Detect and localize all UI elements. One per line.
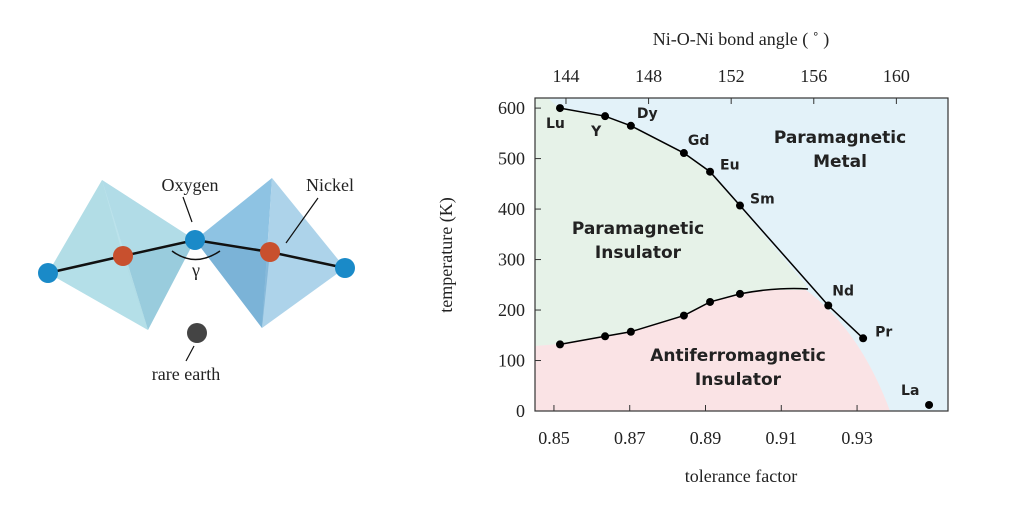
arrow bbox=[185, 345, 195, 362]
angle-arc bbox=[171, 250, 221, 261]
data-point bbox=[601, 112, 610, 121]
data-point bbox=[735, 201, 744, 210]
octahedron-face bbox=[48, 256, 148, 330]
oxygen-atom bbox=[185, 230, 205, 250]
y-tick-label: 600 bbox=[498, 98, 525, 118]
rare-earth-atom bbox=[187, 323, 207, 343]
x-axis-label: tolerance factor bbox=[685, 466, 797, 486]
data-point bbox=[601, 332, 610, 341]
x2-tick-label: 152 bbox=[718, 66, 745, 86]
region-label: Insulator bbox=[695, 370, 782, 390]
arrow bbox=[285, 197, 319, 244]
phase-regions bbox=[535, 98, 948, 411]
point-label: Eu bbox=[720, 158, 740, 174]
point-label: Pr bbox=[875, 324, 892, 340]
x-tick-label: 0.91 bbox=[766, 428, 798, 448]
label: Oxygen bbox=[162, 175, 219, 195]
structure-diagram: Oxygen Nickel γ rare earth bbox=[38, 175, 355, 384]
nickel-atom bbox=[260, 242, 280, 262]
x-tick-label: 0.87 bbox=[614, 428, 646, 448]
octahedron-face bbox=[102, 180, 195, 256]
x2-tick-label: 148 bbox=[635, 66, 662, 86]
data-point bbox=[824, 301, 833, 310]
region-label: Metal bbox=[813, 152, 867, 172]
y-tick-label: 0 bbox=[516, 401, 525, 421]
point-label: Y bbox=[590, 124, 602, 140]
label: γ bbox=[191, 260, 200, 280]
y-tick-label: 100 bbox=[498, 351, 525, 371]
afm-region bbox=[535, 290, 890, 411]
nickel-atom bbox=[113, 246, 133, 266]
point-label: Gd bbox=[688, 133, 710, 149]
x2-tick-label: 156 bbox=[800, 66, 827, 86]
y-tick-label: 400 bbox=[498, 199, 525, 219]
boundary-line bbox=[738, 287, 809, 295]
insulator-region bbox=[535, 98, 806, 346]
data-point bbox=[925, 400, 934, 409]
oxygen-atom bbox=[335, 258, 355, 278]
data-point bbox=[679, 311, 688, 320]
x2-tick-label: 144 bbox=[552, 66, 579, 86]
data-point bbox=[556, 104, 565, 113]
data-point bbox=[679, 149, 688, 158]
oxygen-atom bbox=[38, 263, 58, 283]
region-label: Paramagnetic bbox=[774, 128, 906, 148]
point-label: Dy bbox=[637, 106, 658, 122]
data-point bbox=[735, 289, 744, 298]
y-axis-label: temperature (K) bbox=[436, 197, 457, 312]
y-tick-label: 200 bbox=[498, 300, 525, 320]
data-point bbox=[556, 340, 565, 349]
octahedron-face bbox=[262, 178, 345, 328]
x2-axis-label: Ni-O-Ni bond angle ( ˚ ) bbox=[653, 29, 829, 50]
octahedron-face bbox=[195, 240, 270, 328]
point-label: Nd bbox=[832, 283, 854, 299]
point-label: La bbox=[901, 383, 919, 399]
x2-tick-label: 160 bbox=[883, 66, 910, 86]
data-point bbox=[626, 327, 635, 336]
arrow bbox=[182, 196, 193, 223]
x-tick-label: 0.85 bbox=[538, 428, 570, 448]
point-label: Sm bbox=[750, 192, 775, 208]
data-point bbox=[626, 121, 635, 130]
label: rare earth bbox=[152, 364, 220, 384]
y-tick-label: 500 bbox=[498, 149, 525, 169]
region-label: Insulator bbox=[595, 243, 682, 263]
label: Nickel bbox=[306, 175, 354, 195]
region-label: Paramagnetic bbox=[572, 219, 704, 239]
curve bbox=[559, 293, 741, 346]
y-tick-label: 300 bbox=[498, 250, 525, 270]
data-point bbox=[859, 334, 868, 343]
data-point bbox=[706, 167, 715, 176]
point-label: Lu bbox=[546, 116, 565, 132]
curve bbox=[559, 107, 864, 339]
region-label: Antiferromagnetic bbox=[650, 346, 826, 366]
x-tick-label: 0.93 bbox=[841, 428, 873, 448]
data-point bbox=[706, 297, 715, 306]
x-tick-label: 0.89 bbox=[690, 428, 722, 448]
plot-frame bbox=[534, 97, 949, 412]
